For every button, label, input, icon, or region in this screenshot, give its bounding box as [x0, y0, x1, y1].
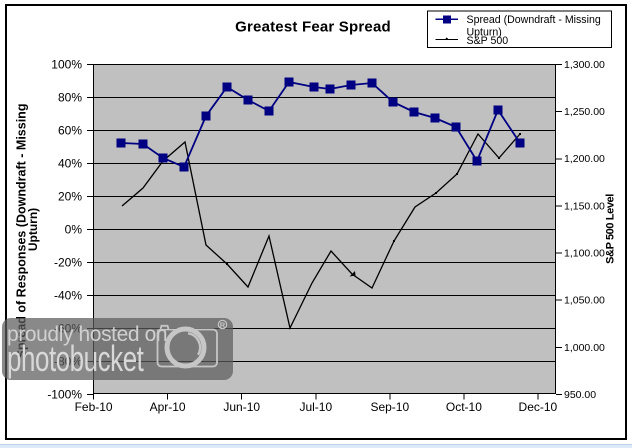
svg-text:-20%: -20% — [54, 255, 82, 269]
svg-text:Spread of Responses (Downdraft: Spread of Responses (Downdraft - Missing — [15, 104, 29, 359]
svg-text:1,100.00: 1,100.00 — [564, 248, 605, 260]
svg-text:100%: 100% — [51, 57, 82, 71]
svg-text:1,300.00: 1,300.00 — [564, 59, 605, 71]
svg-text:60%: 60% — [58, 123, 82, 137]
svg-text:Upturn): Upturn) — [26, 208, 40, 251]
svg-text:proudly hosted on: proudly hosted on — [7, 323, 167, 346]
svg-text:1,050.00: 1,050.00 — [564, 295, 605, 307]
svg-text:Apr-10: Apr-10 — [150, 400, 186, 414]
svg-text:1,250.00: 1,250.00 — [564, 106, 605, 118]
svg-text:0%: 0% — [65, 222, 83, 236]
svg-text:Upturn): Upturn) — [467, 26, 502, 38]
svg-text:-40%: -40% — [54, 288, 82, 302]
svg-text:1,000.00: 1,000.00 — [564, 342, 605, 354]
svg-text:Greatest Fear Spread: Greatest Fear Spread — [235, 19, 391, 36]
svg-text:Spread (Downdraft - Missing: Spread (Downdraft - Missing — [467, 14, 601, 26]
svg-text:Sep-10: Sep-10 — [370, 400, 409, 414]
svg-text:40%: 40% — [58, 156, 82, 170]
svg-text:80%: 80% — [58, 90, 82, 104]
svg-text:Jul-10: Jul-10 — [299, 400, 332, 414]
svg-text:Feb-10: Feb-10 — [75, 400, 113, 414]
svg-text:S&P 500: S&P 500 — [467, 35, 509, 47]
svg-text:photobucket: photobucket — [7, 339, 144, 379]
svg-text:20%: 20% — [58, 189, 82, 203]
svg-text:1,150.00: 1,150.00 — [564, 200, 605, 212]
svg-text:950.00: 950.00 — [564, 389, 596, 401]
svg-text:1,200.00: 1,200.00 — [564, 153, 605, 165]
svg-text:Jun-10: Jun-10 — [223, 400, 260, 414]
svg-text:R: R — [220, 321, 226, 330]
svg-text:S&P 500 Level: S&P 500 Level — [605, 194, 617, 264]
svg-text:-100%: -100% — [47, 387, 82, 401]
svg-text:Dec-10: Dec-10 — [519, 400, 558, 414]
svg-text:Oct-10: Oct-10 — [446, 400, 482, 414]
